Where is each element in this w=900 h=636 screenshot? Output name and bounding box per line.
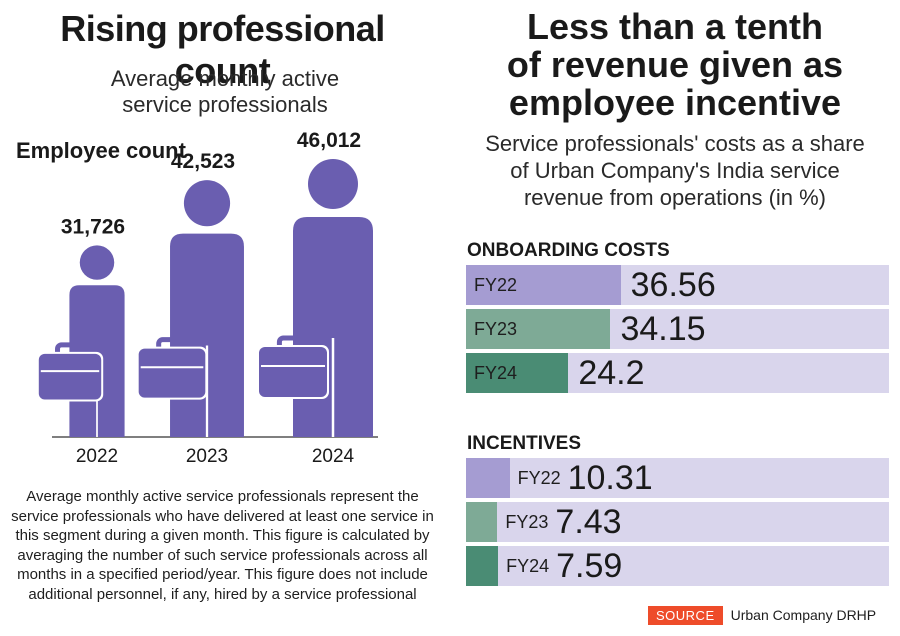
- value-label-2022: 31,726: [61, 215, 125, 238]
- source-text: Urban Company DRHP: [730, 607, 877, 623]
- incentives-bar-FY22: [466, 458, 510, 498]
- person-figure-2023: [136, 180, 244, 437]
- incentives-category-label-FY23: FY23: [505, 512, 549, 532]
- year-label-2024: 2024: [312, 446, 355, 467]
- onboarding-value-label-FY23: 34.15: [620, 310, 706, 348]
- value-label-2024: 46,012: [297, 129, 361, 152]
- professional-count-pictogram: 31,726 2022 42,523 2023 46,012 2024: [36, 129, 378, 467]
- bar-track: [466, 502, 889, 542]
- right-title-line2: of revenue given as: [506, 44, 844, 85]
- person-figure-2022: [36, 245, 125, 437]
- incentives-section-title: INCENTIVES: [467, 433, 582, 454]
- right-title-line3: employee incentive: [508, 82, 842, 123]
- onboarding-category-label-FY24: FY24: [474, 363, 518, 383]
- onboarding-bar-row-FY22: FY22 36.56: [466, 265, 889, 305]
- incentives-bar-FY23: [466, 502, 498, 542]
- briefcase-icon: [257, 335, 329, 399]
- incentives-category-label-FY22: FY22: [517, 468, 561, 488]
- year-label-2022: 2022: [76, 446, 118, 467]
- source-tag: SOURCE: [648, 605, 723, 625]
- right-subtitle-line2: of Urban Company's India service: [510, 158, 840, 183]
- incentives-category-label-FY24: FY24: [506, 556, 550, 576]
- person-head: [308, 159, 358, 209]
- footnote: Average monthly active service professio…: [11, 488, 434, 603]
- briefcase-icon: [36, 342, 104, 402]
- incentives-bar-row-FY23: FY23 7.43: [466, 502, 889, 542]
- onboarding-bar-row-FY23: FY23 34.15: [466, 309, 889, 349]
- briefcase-icon: [136, 337, 208, 400]
- person-head: [79, 245, 115, 280]
- employee-count-label: Employee count: [16, 138, 186, 163]
- left-subtitle-line2: service professionals: [122, 92, 328, 117]
- onboarding-section-title: ONBOARDING COSTS: [467, 240, 670, 261]
- source-credit: SOURCE Urban Company DRHP: [648, 605, 876, 625]
- person-figure-2024: [257, 159, 373, 437]
- onboarding-value-label-FY24: 24.2: [578, 354, 645, 392]
- right-subtitle-line3: revenue from operations (in %): [523, 185, 827, 210]
- person-head: [183, 180, 231, 227]
- incentives-value-label-FY24: 7.59: [556, 547, 623, 585]
- right-title-line1: Less than a tenth: [526, 6, 824, 47]
- left-chart-subtitle: Average monthly active service professio…: [60, 66, 390, 118]
- right-subtitle-line1: Service professionals' costs as a share: [485, 131, 865, 156]
- onboarding-value-label-FY22: 36.56: [630, 266, 716, 304]
- right-chart-title: Less than a tenth of revenue given as em…: [460, 8, 890, 122]
- left-subtitle-line1: Average monthly active: [110, 66, 340, 91]
- incentives-value-label-FY23: 7.43: [555, 503, 622, 541]
- onboarding-category-label-FY22: FY22: [474, 275, 518, 295]
- onboarding-bar-row-FY24: FY24 24.2: [466, 353, 889, 393]
- onboarding-bar-FY24: [466, 353, 569, 393]
- right-chart-subtitle: Service professionals' costs as a share …: [462, 130, 888, 211]
- value-label-2023: 42,523: [171, 150, 235, 173]
- bar-track: [466, 458, 889, 498]
- bar-track: [466, 546, 889, 586]
- incentives-bar-row-FY24: FY24 7.59: [466, 546, 889, 586]
- incentives-bar-FY24: [466, 546, 499, 586]
- onboarding-bar-FY22: [466, 265, 621, 305]
- left-chart-title: Rising professional count: [60, 8, 385, 91]
- onboarding-bar-FY23: [466, 309, 611, 349]
- year-label-2023: 2023: [186, 446, 228, 467]
- incentives-bar-row-FY22: FY22 10.31: [466, 458, 889, 498]
- incentives-value-label-FY22: 10.31: [567, 459, 653, 497]
- onboarding-category-label-FY23: FY23: [474, 319, 518, 339]
